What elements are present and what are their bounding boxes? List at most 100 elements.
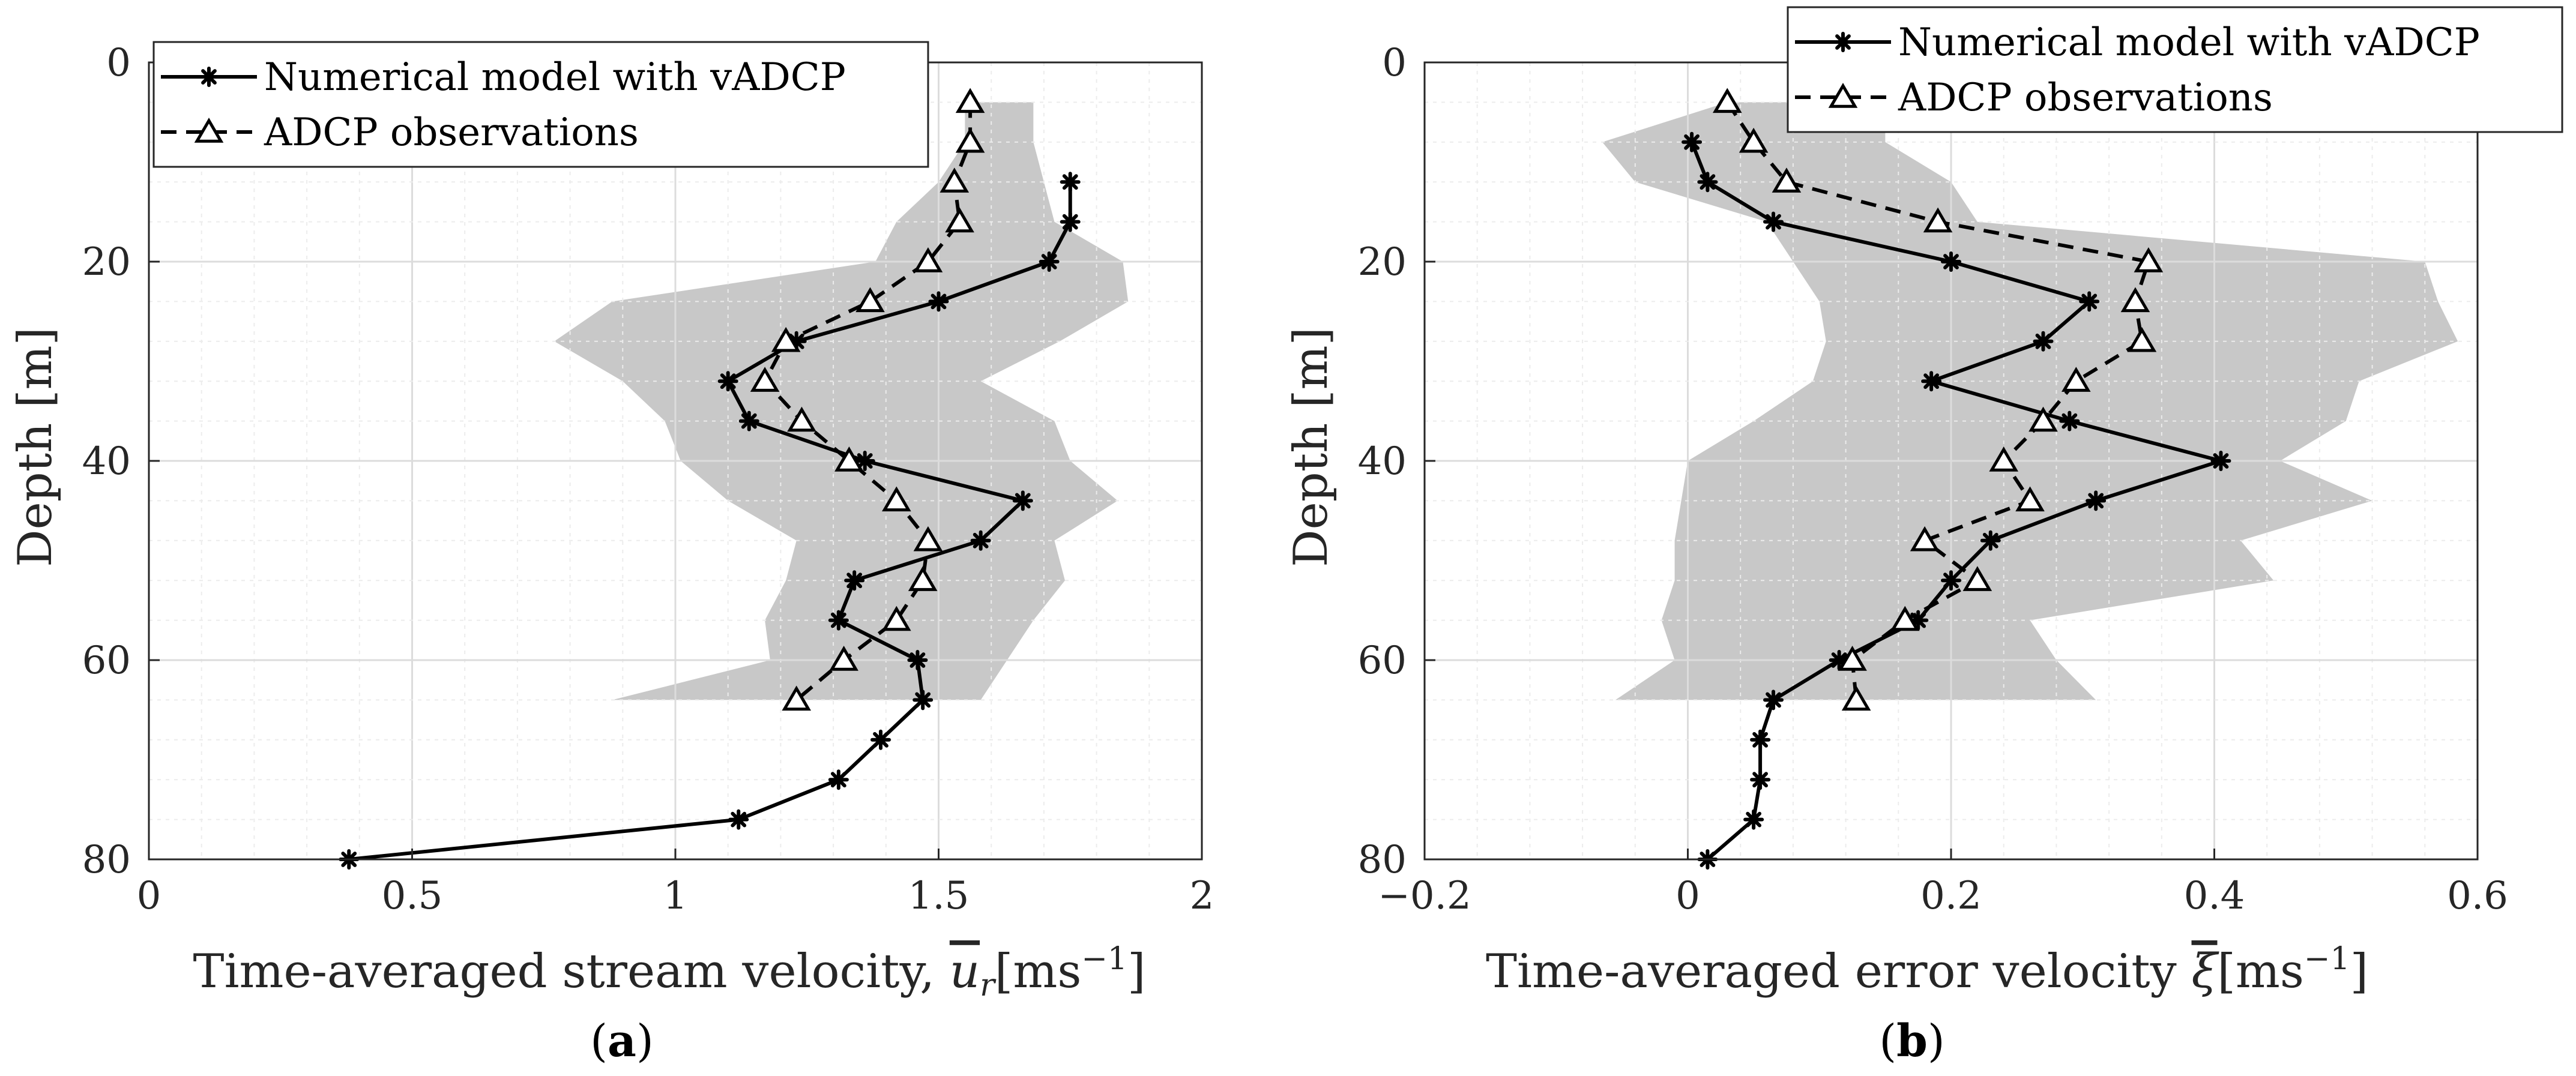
panel-b-point-model xyxy=(1750,769,1771,790)
panel-b-point-obs xyxy=(1989,446,2019,472)
panel-b-point-model xyxy=(2059,410,2080,431)
panel-b-x-tick-label: 0.4 xyxy=(2184,874,2245,918)
panel-a-point-model xyxy=(738,410,759,431)
panel-a-point-obs xyxy=(855,287,885,313)
panel-b-point-obs xyxy=(1712,88,1742,113)
panel-b-point-obs xyxy=(1962,566,1992,591)
panel-a-legend-marker-model xyxy=(199,67,219,87)
panel-a-y-axis-label: Depth [m] xyxy=(8,327,62,567)
legend-triangle-marker xyxy=(1828,83,1858,108)
panel-a-label: (a) xyxy=(590,1015,654,1067)
panel-b-y-tick-label: 80 xyxy=(1358,838,1407,882)
panel-a-point-obs xyxy=(782,685,812,711)
panel-b-y-tick-label: 60 xyxy=(1358,639,1407,683)
panel-a-point-obs xyxy=(945,207,974,233)
panel-a-point-model xyxy=(907,650,928,670)
panel-a-y-tick-label: 60 xyxy=(82,639,131,683)
panel-a-x-label-sub: r xyxy=(980,967,997,1003)
panel-a-point-model xyxy=(717,371,738,392)
panel-b-y-axis-label: Depth [m] xyxy=(1284,327,1338,567)
panel-b-y-tick-label: 0 xyxy=(1382,41,1407,85)
panel-a-x-label-exp: −1 xyxy=(1081,941,1127,977)
panel-b-point-model xyxy=(2079,291,2100,312)
panel-a-point-obs xyxy=(908,566,938,591)
panel-a-point-obs xyxy=(750,367,780,392)
panel-b-point-obs xyxy=(1910,526,1940,552)
panel-b-point-model xyxy=(1941,251,1961,272)
panel-b-point-obs xyxy=(1923,207,1953,233)
panel-b-point-obs xyxy=(2029,406,2058,432)
panel-b-label: (b) xyxy=(1879,1015,1945,1067)
panel-b-point-model xyxy=(1750,729,1771,750)
panel-a-point-obs xyxy=(787,406,816,432)
legend-asterisk-marker xyxy=(1833,32,1853,52)
panel-b-point-obs xyxy=(1841,685,1871,711)
panel-a-x-label-close: ] xyxy=(1127,945,1145,999)
panel-b-x-label-unit: [ms xyxy=(2217,945,2303,999)
panel-b-chart: −0.2 0 0.2 0.4 0.6 0 20 40 60 80 Depth [m] Time-a… xyxy=(1284,6,2563,1067)
panel-a-point-model xyxy=(1060,211,1081,232)
panel-b-x-label-close: ] xyxy=(2350,945,2368,999)
panel-a-x-axis-label: Time-averaged stream velocity, ur[ms−1] xyxy=(193,941,1146,1003)
panel-a-point-model xyxy=(844,570,865,591)
panel-b-point-model xyxy=(1921,371,1942,392)
panel-b-point-obs xyxy=(1739,127,1769,153)
panel-b-point-obs xyxy=(1772,167,1802,193)
panel-a-x-label-main: Time-averaged stream velocity, xyxy=(193,945,950,999)
panel-b-y-tick-label: 20 xyxy=(1358,240,1407,284)
panel-a-point-model xyxy=(870,729,891,750)
panel-a-x-tick-label: 0 xyxy=(137,874,161,918)
legend-asterisk-marker xyxy=(199,67,219,87)
panel-a-legend-box xyxy=(152,41,929,168)
panel-a-point-model xyxy=(1012,490,1033,511)
panel-b-point-obs xyxy=(1890,606,1920,631)
panel-a-point-obs xyxy=(834,446,864,472)
panel-b-x-tick-label: 0 xyxy=(1676,874,1700,918)
panel-a-x-tick-label: 1 xyxy=(663,874,688,918)
panel-b-legend-marker-obs xyxy=(1828,83,1858,108)
panel-b-legend-label-obs: ADCP observations xyxy=(1898,76,2273,120)
panel-b-legend: Numerical model with vADCP ADCP observat… xyxy=(1787,6,2563,133)
panel-b-y-tick-label: 40 xyxy=(1358,439,1407,484)
panel-a-point-model xyxy=(854,451,875,471)
panel-a-series-line-obs xyxy=(763,102,973,702)
panel-b-x-axis-label: Time-averaged error velocity ξ[ms−1] xyxy=(1486,941,2368,999)
panel-a-shaded-band xyxy=(554,102,1129,700)
panel-b-point-obs xyxy=(2015,486,2045,512)
panel-a-legend-label-model: Numerical model with vADCP xyxy=(264,55,846,100)
panel-b-point-model xyxy=(1682,131,1703,152)
panel-b-shaded-band xyxy=(1602,102,2458,700)
panel-a-x-tick-label: 0.5 xyxy=(382,874,443,918)
panel-a-point-model xyxy=(912,690,934,711)
panel-a-point-model xyxy=(728,809,749,830)
panel-b-point-model xyxy=(1697,172,1718,193)
panel-a-point-model xyxy=(1039,251,1060,272)
panel-b-x-label-symbol: ξ xyxy=(2192,945,2220,999)
panel-b-point-model xyxy=(1941,570,1961,591)
panel-b-x-tick-label: 0.2 xyxy=(1920,874,1982,918)
panel-a-x-tick-label: 1.5 xyxy=(908,874,970,918)
panel-b-point-model xyxy=(2086,490,2107,511)
panel-a-y-tick-label: 80 xyxy=(82,838,131,882)
panel-b-point-obs xyxy=(1838,646,1867,671)
panel-b-point-obs xyxy=(2127,326,2157,352)
panel-a-point-obs xyxy=(913,247,943,272)
panel-b-point-model xyxy=(2210,451,2231,471)
panel-a-point-obs xyxy=(940,167,970,193)
panel-b-x-tick-label: −0.2 xyxy=(1378,874,1471,918)
panel-a-point-model xyxy=(970,530,991,551)
panel-a-legend-marker-obs xyxy=(194,118,224,143)
panel-a-point-model xyxy=(928,291,949,312)
panel-a-point-obs xyxy=(829,646,858,671)
panel-a-y-tick-label: 0 xyxy=(106,41,131,85)
panel-a-point-obs xyxy=(955,88,985,113)
panel-b-point-model xyxy=(1763,211,1784,232)
panel-a-point-obs xyxy=(955,127,985,153)
panel-b-point-obs xyxy=(2061,367,2091,392)
panel-a-x-label-symbol: u xyxy=(950,945,980,999)
panel-a-y-tick-label: 40 xyxy=(82,439,131,484)
panel-b-point-model xyxy=(1980,530,2001,551)
panel-a-point-model xyxy=(1060,172,1081,193)
panel-a-point-obs xyxy=(882,486,911,512)
